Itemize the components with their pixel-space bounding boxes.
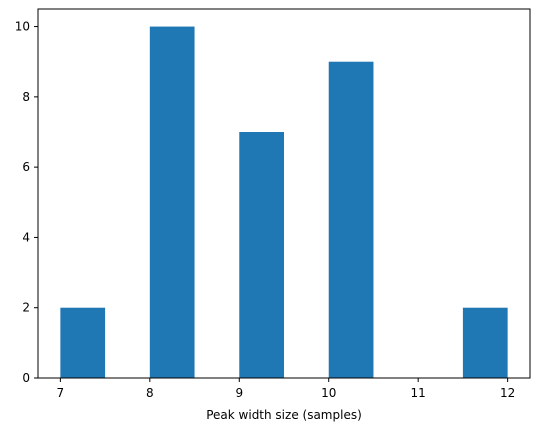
x-tick-label: 11 (411, 386, 426, 400)
histogram-bar (239, 132, 284, 378)
y-tick-label: 10 (15, 20, 30, 34)
y-tick-label: 8 (22, 90, 30, 104)
x-tick-label: 9 (235, 386, 243, 400)
histogram-bar (328, 61, 374, 378)
plot-frame (37, 8, 531, 379)
x-tick-label: 10 (321, 386, 336, 400)
y-tick-label: 2 (22, 301, 30, 315)
histogram-bar (149, 26, 195, 378)
x-axis: 7 8 9 10 11 12 (57, 378, 515, 400)
histogram-bar (462, 307, 508, 378)
y-tick-label: 6 (22, 160, 30, 174)
x-tick-label: 7 (57, 386, 65, 400)
x-tick-label: 8 (146, 386, 154, 400)
x-tick-label: 12 (500, 386, 515, 400)
y-axis: 0 2 4 6 8 10 (15, 20, 38, 385)
x-axis-label: Peak width size (samples) (206, 408, 362, 422)
y-tick-label: 0 (22, 371, 30, 385)
histogram-bar (60, 307, 106, 378)
y-tick-label: 4 (22, 230, 30, 244)
bars-group (60, 26, 508, 378)
